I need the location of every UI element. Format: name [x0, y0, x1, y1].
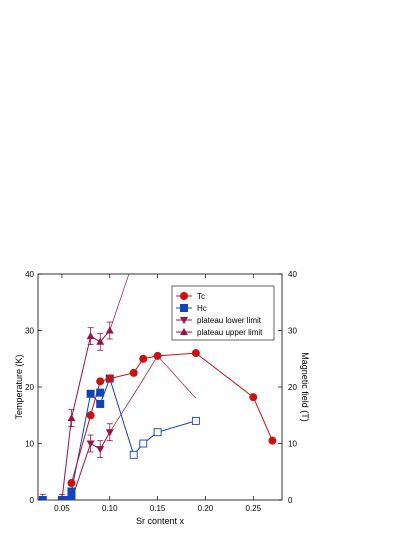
x-axis-label: Sr content x [136, 516, 185, 526]
legend-marker-upper [180, 328, 188, 335]
y-axis-label-right: Magnetic field (T) [300, 352, 310, 422]
legend-label-upper: plateau upper limit [197, 328, 263, 337]
tc-point [268, 436, 277, 445]
legend-marker-tc [180, 292, 188, 300]
hc-point [38, 496, 47, 500]
tc-point [86, 411, 95, 420]
tc-point [96, 377, 105, 386]
tc-point [129, 368, 138, 377]
hc-point [57, 496, 66, 500]
y-tick-label-right: 10 [288, 440, 297, 449]
plateau-lower-point [105, 429, 114, 437]
legend-marker-lower [180, 317, 188, 324]
tc-point [153, 351, 162, 360]
y-tick-label-left: 40 [25, 270, 34, 279]
y-tick-label-left: 10 [25, 440, 34, 449]
plateau-lower-thin-line [109, 355, 197, 433]
y-tick-label-left: 30 [25, 327, 34, 336]
legend-box [171, 285, 275, 341]
legend-label-hc: Hc [197, 304, 207, 313]
hc-open-point [153, 428, 162, 437]
x-tick-label: 0.20 [198, 504, 214, 513]
x-tick-label: 0.05 [54, 504, 70, 513]
y-tick-label-right: 0 [288, 496, 293, 505]
y-axis-label-left: Temperature (K) [14, 354, 24, 419]
plateau-upper-point [105, 326, 114, 334]
hc-point [86, 389, 95, 398]
plateau-upper-point [86, 332, 95, 340]
legend: Tc Hc plateau lower limit plateau upper … [171, 285, 275, 341]
plateau-upper-line [42, 330, 111, 500]
legend-marker-hc [180, 304, 188, 312]
y-tick-label-right: 20 [288, 383, 297, 392]
hc-open-point [191, 416, 200, 425]
series-layer [38, 274, 277, 500]
y-tick-label-left: 20 [25, 383, 34, 392]
plateau-lower-point [96, 446, 105, 454]
hc-open-point [129, 450, 138, 459]
hc-point [96, 399, 105, 408]
y-tick-label-right: 30 [288, 327, 297, 336]
axes-frame [37, 273, 283, 501]
series-group [38, 274, 277, 500]
x-tick-label: 0.25 [246, 504, 262, 513]
legend-label-lower: plateau lower limit [197, 316, 262, 325]
hc-point [96, 388, 105, 397]
plateau-upper-point [67, 414, 76, 422]
tc-line [71, 352, 273, 484]
legend-label-tc: Tc [197, 292, 205, 301]
hc-line [42, 376, 197, 500]
y-tick-label-right: 40 [288, 270, 297, 279]
plateau-lower-point [86, 440, 95, 448]
hc-point [67, 487, 76, 496]
x-tick-label: 0.10 [102, 504, 118, 513]
hc-point [62, 496, 71, 500]
tc-point [139, 354, 148, 363]
plateau-upper-thin-line [109, 274, 130, 331]
x-tick-label: 0.15 [150, 504, 166, 513]
hc-open-point [139, 439, 148, 448]
tc-point [249, 393, 258, 402]
y-tick-label-left: 0 [30, 496, 35, 505]
plateau-upper-point [96, 337, 105, 345]
tc-point [105, 374, 114, 383]
tc-point [191, 349, 200, 358]
hc-point [67, 493, 76, 500]
tc-point [67, 479, 76, 488]
tick-labels: 0.05 0.10 0.15 0.20 0.25 0 0 10 10 20 20 30 30 40 40 [25, 270, 297, 513]
